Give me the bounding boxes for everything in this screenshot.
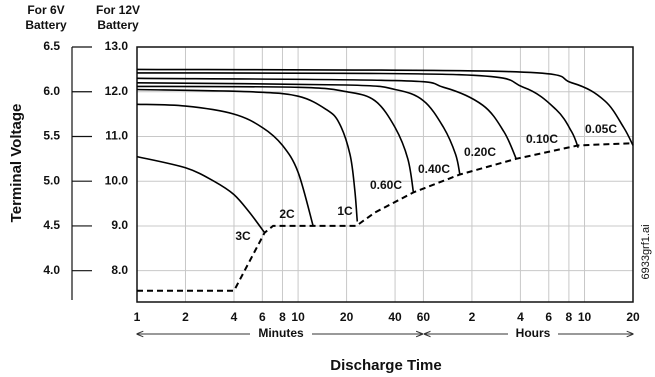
x-tick-label: 20: [340, 310, 354, 324]
y-axis-title: For 12V: [96, 3, 140, 17]
x-tick-label: 8: [566, 310, 573, 324]
curve-label: 0.05C: [585, 122, 617, 136]
discharge-curve: [136, 85, 415, 193]
y2-tick-label: 5.5: [43, 129, 60, 143]
x-tick-label: 6: [259, 310, 266, 324]
y2-tick-label: 6.0: [43, 84, 60, 98]
y-axis-label: Terminal Voltage: [8, 104, 25, 223]
curve-label: 3C: [235, 229, 251, 243]
y2-tick-label: 4.5: [43, 218, 60, 232]
curve-label: 0.40C: [418, 162, 450, 176]
discharge-curve: [136, 103, 314, 227]
range-label-bg: [508, 326, 558, 342]
x-tick-label: 10: [291, 310, 305, 324]
curve-label: 0.20C: [464, 145, 496, 159]
range-label: Minutes: [258, 326, 304, 340]
x-tick-label: 60: [417, 310, 431, 324]
x-axis-label: Discharge Time: [330, 357, 441, 374]
x-tick-label: 20: [626, 310, 640, 324]
x-tick-label: 4: [517, 310, 524, 324]
plot-frame: [136, 46, 634, 303]
x-tick-label: 4: [231, 310, 238, 324]
discharge-curve: [136, 68, 634, 146]
curve-label: 1C: [337, 204, 353, 218]
x-tick-label: 10: [578, 310, 592, 324]
y2-tick-label: 6.5: [43, 39, 60, 53]
x-tick-label: 2: [182, 310, 189, 324]
y2-tick-label: 5.0: [43, 173, 60, 187]
curve-label: 2C: [279, 207, 295, 221]
range-label-bg: [250, 326, 312, 342]
x-tick-label: 40: [388, 310, 402, 324]
y-tick-label: 10.0: [105, 173, 129, 187]
discharge-curve: [136, 82, 461, 175]
x-tick-label: 6: [545, 310, 552, 324]
x-tick-label: 8: [279, 310, 286, 324]
y2-axis-title: For 6V: [27, 3, 64, 17]
range-label: Hours: [516, 326, 551, 340]
x-tick-label: 1: [134, 310, 141, 324]
curve-label: 0.60C: [370, 178, 402, 192]
y2-tick-label: 4.0: [43, 263, 60, 277]
curve-label: 0.10C: [526, 132, 558, 146]
end-voltage-line: [137, 142, 634, 292]
figure-id: 6933grf1.ai: [640, 224, 652, 279]
y-tick-label: 8.0: [111, 263, 128, 277]
y-tick-label: 9.0: [111, 218, 128, 232]
discharge-curve: [136, 88, 359, 222]
discharge-curve: [136, 77, 517, 160]
x-tick-label: 2: [469, 310, 476, 324]
y-tick-label: 11.0: [105, 129, 128, 143]
y-tick-label: 12.0: [105, 84, 129, 98]
y-axis-title: Battery: [97, 18, 139, 32]
discharge-curve: [136, 155, 266, 234]
y2-axis-title: Battery: [25, 18, 67, 32]
discharge-curve: [136, 72, 579, 149]
y-tick-label: 13.0: [105, 39, 129, 53]
